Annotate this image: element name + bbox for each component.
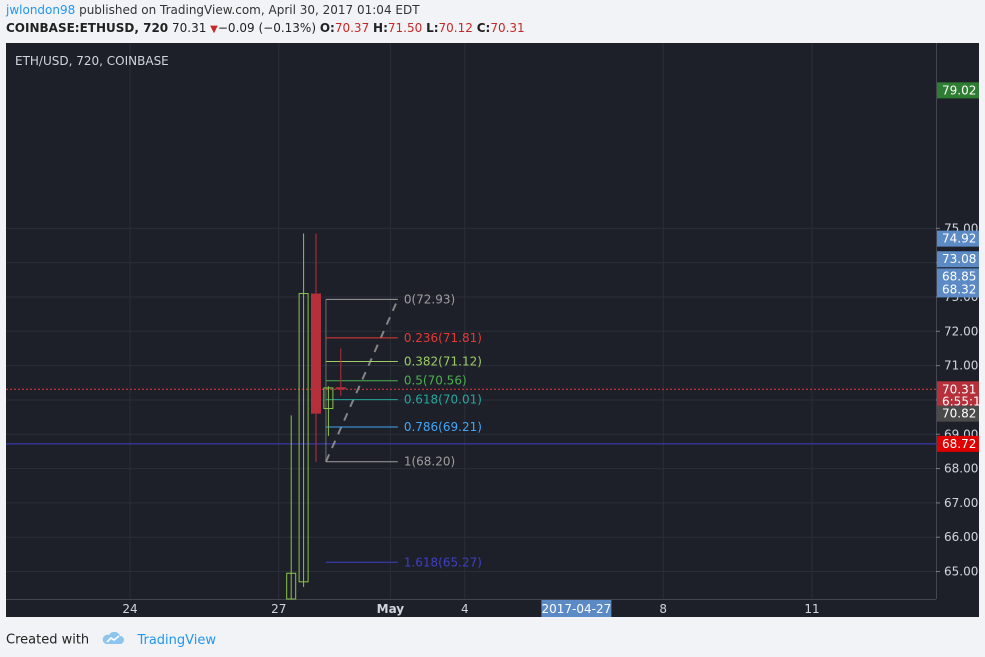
price-label-badge (937, 230, 979, 247)
down-triangle-icon: ▼ (210, 24, 218, 35)
high-label: H: (373, 21, 388, 35)
price-label-text: 70.31 (942, 382, 976, 396)
time-scale-label: 24 (122, 602, 137, 616)
price-scale-label: 72.00 (944, 324, 978, 338)
published-text: published on TradingView.com, April 30, … (75, 3, 420, 17)
close-label: C: (476, 21, 491, 35)
username-link[interactable]: jwlondon98 (6, 3, 76, 17)
low-value: 70.12 (438, 21, 473, 35)
price-label-badge (937, 381, 979, 398)
price-label-text: 68.32 (942, 282, 976, 296)
price-label-badge (937, 281, 979, 298)
high-value: 71.50 (387, 21, 423, 35)
fib-level-label: 1(68.20) (404, 455, 455, 469)
price-scale-label: 66.00 (944, 530, 978, 544)
open-label: O: (319, 21, 335, 35)
chart-title: ETH/USD, 720, COINBASE (15, 54, 169, 68)
price-label-text: 70.82 (942, 407, 976, 421)
time-cursor-label: 2017-04-27 (542, 602, 612, 616)
price-label-text: 68.85 (942, 269, 976, 283)
fib-level-label: 0.618(70.01) (404, 393, 482, 407)
symbol-info-bar: COINBASE:ETHUSD, 720 70.31 ▼−0.09 (−0.13… (6, 21, 525, 35)
tradingview-cloud-icon (101, 631, 125, 649)
price-label-badge (937, 82, 979, 99)
close-value: 70.31 (490, 21, 525, 35)
candle-body (298, 293, 309, 583)
fib-level-label: 0.236(71.81) (404, 331, 482, 345)
chart-background (6, 43, 979, 617)
candle-body (323, 387, 334, 410)
symbol-label: COINBASE:ETHUSD, 720 (6, 21, 169, 35)
created-with-label: Created with (6, 632, 90, 648)
time-scale-label: 27 (271, 602, 286, 616)
time-scale-label: 4 (461, 602, 469, 616)
price-label-badge (937, 268, 979, 285)
tradingview-link[interactable]: TradingView (137, 632, 216, 648)
price-label-badge (937, 251, 979, 268)
chart-canvas[interactable]: ETH/USD, 720, COINBASE 0(72.93) 0.236(71.8… (6, 43, 985, 618)
low-label: L: (426, 21, 439, 35)
price-label-badge (937, 435, 979, 452)
price-label-badge (937, 405, 979, 422)
open-value: 70.37 (334, 21, 370, 35)
price-scale-label: 68.00 (944, 462, 978, 476)
time-scale-label: 11 (804, 602, 819, 616)
publish-info: jwlondon98 published on TradingView.com,… (6, 3, 420, 17)
fib-level-label: 0(72.93) (404, 292, 455, 306)
time-scale-label: May (377, 602, 405, 616)
last-price: 70.31 (171, 21, 207, 35)
change-value: −0.09 (−0.13%) (217, 21, 317, 35)
candle-body (335, 387, 346, 390)
chart-area[interactable]: ETH/USD, 720, COINBASE 0(72.93) 0.236(71.8… (6, 43, 985, 618)
time-cursor-badge (541, 600, 612, 618)
price-label-text: 79.02 (942, 83, 976, 97)
price-label-text: 73.08 (942, 252, 976, 266)
candle-body (286, 572, 297, 600)
price-scale-label: 67.00 (944, 496, 978, 510)
price-label-text: 68.72 (942, 437, 976, 451)
price-label-text: 6:55:15 (942, 395, 979, 409)
fib-level-label: 0.5(70.56) (404, 374, 467, 388)
fib-level-label: 0.786(69.21) (404, 420, 482, 434)
price-scale-label: 71.00 (944, 359, 978, 373)
candle-body (311, 293, 321, 414)
footer: Created with TradingView (6, 631, 216, 649)
price-label-text: 74.92 (942, 232, 976, 246)
fib-level-label: 1.618(65.27) (404, 555, 482, 569)
price-scale-label: 65.00 (944, 565, 978, 579)
price-label-badge (937, 393, 979, 410)
fib-level-label: 0.382(71.12) (404, 354, 482, 368)
time-scale-label: 8 (659, 602, 667, 616)
